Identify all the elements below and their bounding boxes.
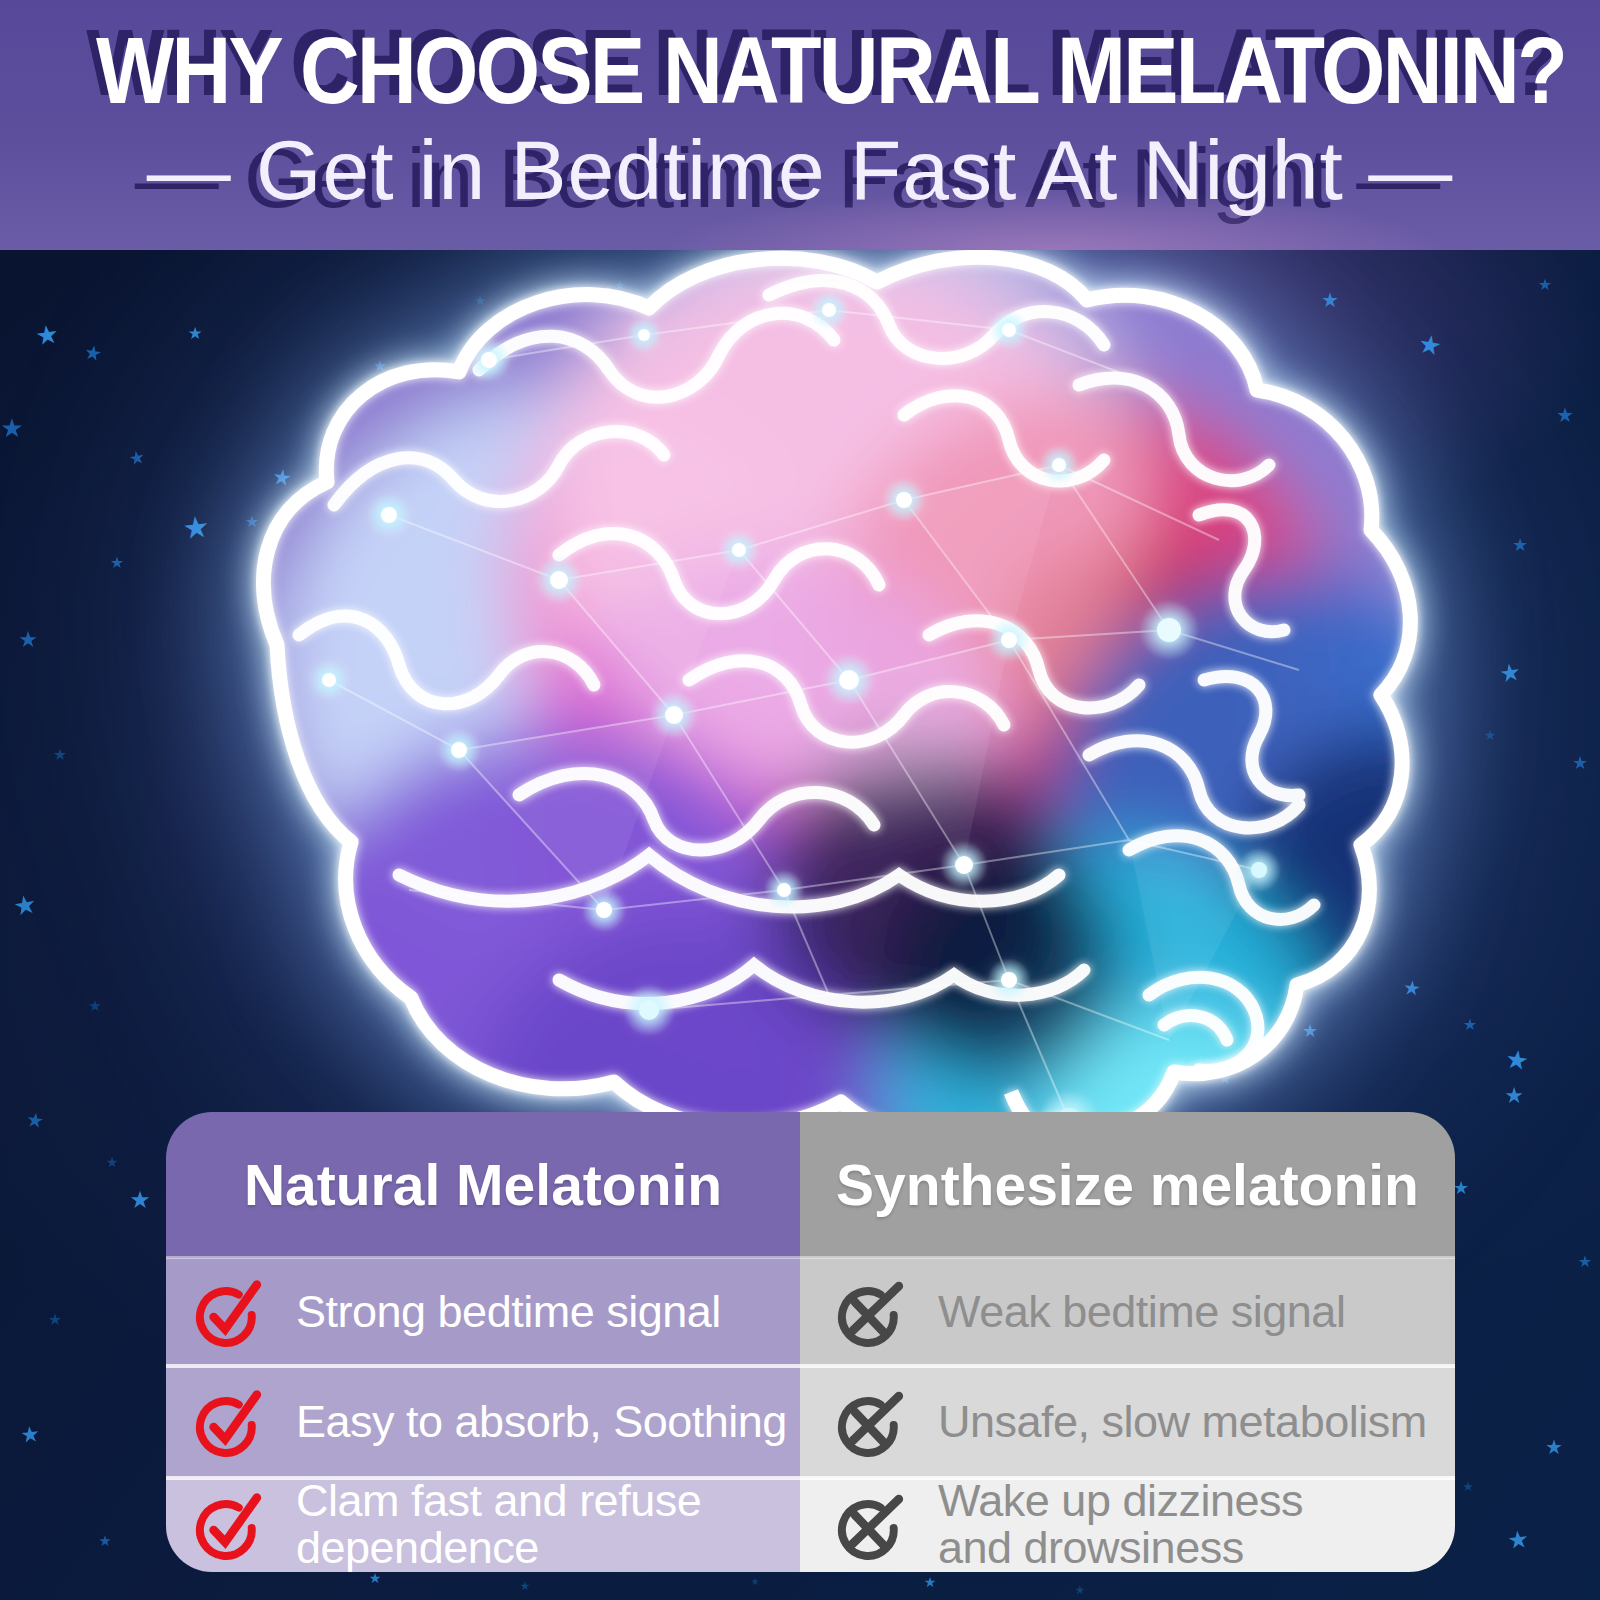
table-row: Easy to absorb, Soothing [166,1366,800,1478]
brain-illustration [128,250,1470,1150]
x-circle-icon [834,1489,906,1561]
benefit-text: Strong bedtime signal [296,1289,721,1336]
check-circle-icon [192,1489,264,1561]
comparison-table: Natural Melatonin Strong bedtime signal … [166,1112,1455,1572]
drawback-text: Weak bedtime signal [938,1289,1345,1336]
drawback-text: Unsafe, slow metabolism [938,1399,1427,1446]
table-row: Strong bedtime signal [166,1258,800,1366]
synthesize-melatonin-column: Synthesize melatonin Weak bedtime signal… [800,1112,1455,1572]
benefit-text: Clam fast and refuse dependence [296,1478,701,1572]
check-circle-icon [192,1386,264,1458]
drawback-text: Wake up dizziness and drowsiness [938,1478,1303,1572]
page-title: WHY CHOOSE NATURAL MELATONIN? [96,0,1504,118]
x-circle-icon [834,1276,906,1348]
table-row: Unsafe, slow metabolism [800,1366,1455,1478]
benefit-text: Easy to absorb, Soothing [296,1399,787,1446]
x-circle-icon [834,1386,906,1458]
synthesize-melatonin-header: Synthesize melatonin [800,1112,1455,1258]
page-subtitle: — Get in Bedtime Fast At Night — [0,128,1600,212]
table-row: Wake up dizziness and drowsiness [800,1478,1455,1572]
infographic-page: WHY CHOOSE NATURAL MELATONIN? — Get in B… [0,0,1600,1600]
check-circle-icon [192,1276,264,1348]
natural-melatonin-title: Natural Melatonin [244,1152,722,1218]
natural-melatonin-header: Natural Melatonin [166,1112,800,1258]
natural-melatonin-column: Natural Melatonin Strong bedtime signal … [166,1112,800,1572]
table-row: Weak bedtime signal [800,1258,1455,1366]
table-row: Clam fast and refuse dependence [166,1478,800,1572]
header-banner: WHY CHOOSE NATURAL MELATONIN? — Get in B… [0,0,1600,250]
synthesize-melatonin-title: Synthesize melatonin [836,1152,1419,1218]
